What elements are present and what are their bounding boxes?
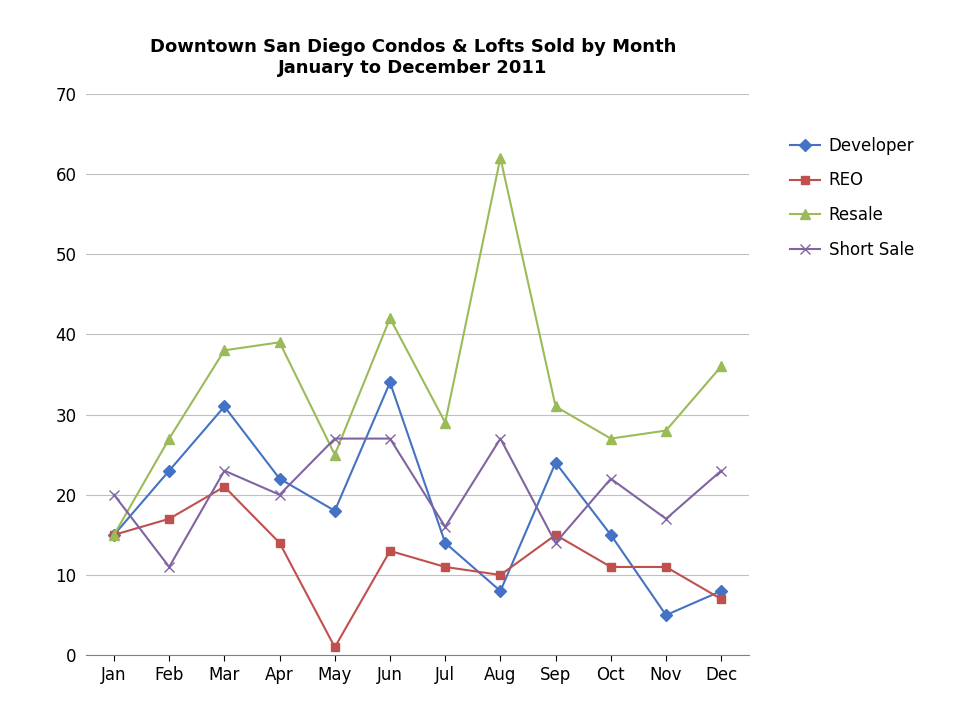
Short Sale (219, 467, 230, 475)
Resale (163, 434, 175, 443)
Resale (219, 346, 230, 355)
Developer (274, 474, 285, 483)
Short Sale (108, 490, 120, 499)
REO (108, 531, 120, 539)
Short Sale (163, 562, 175, 571)
Developer (715, 587, 727, 595)
Resale (329, 450, 341, 459)
Developer (440, 539, 451, 547)
Resale (384, 314, 396, 323)
Developer (219, 402, 230, 411)
Developer (163, 467, 175, 475)
Short Sale (274, 490, 285, 499)
Short Sale (440, 523, 451, 531)
REO (163, 515, 175, 523)
Resale (715, 362, 727, 371)
Developer (329, 506, 341, 515)
Short Sale (384, 434, 396, 443)
Resale (108, 531, 120, 539)
Resale (494, 153, 506, 162)
Resale (550, 402, 562, 411)
Short Sale (494, 434, 506, 443)
Text: January to December 2011: January to December 2011 (278, 59, 547, 77)
REO (715, 595, 727, 603)
Developer (550, 459, 562, 467)
REO (440, 562, 451, 571)
REO (219, 482, 230, 491)
Line: Short Sale: Short Sale (109, 433, 726, 572)
Legend: Developer, REO, Resale, Short Sale: Developer, REO, Resale, Short Sale (783, 130, 921, 266)
Resale (274, 338, 285, 346)
REO (660, 562, 672, 571)
Short Sale (329, 434, 341, 443)
Resale (605, 434, 616, 443)
Developer (494, 587, 506, 595)
Short Sale (550, 539, 562, 547)
Developer (384, 378, 396, 387)
Line: Developer: Developer (109, 378, 726, 619)
REO (494, 571, 506, 580)
Resale (440, 418, 451, 427)
Line: Resale: Resale (109, 153, 726, 540)
Developer (605, 531, 616, 539)
REO (384, 546, 396, 555)
Short Sale (605, 474, 616, 483)
REO (550, 531, 562, 539)
Short Sale (715, 467, 727, 475)
Developer (660, 611, 672, 619)
Text: Downtown San Diego Condos & Lofts Sold by Month: Downtown San Diego Condos & Lofts Sold b… (150, 37, 676, 55)
REO (605, 562, 616, 571)
REO (274, 539, 285, 547)
Resale (660, 426, 672, 435)
Line: REO: REO (109, 482, 726, 652)
Developer (108, 531, 120, 539)
REO (329, 643, 341, 652)
Short Sale (660, 515, 672, 523)
